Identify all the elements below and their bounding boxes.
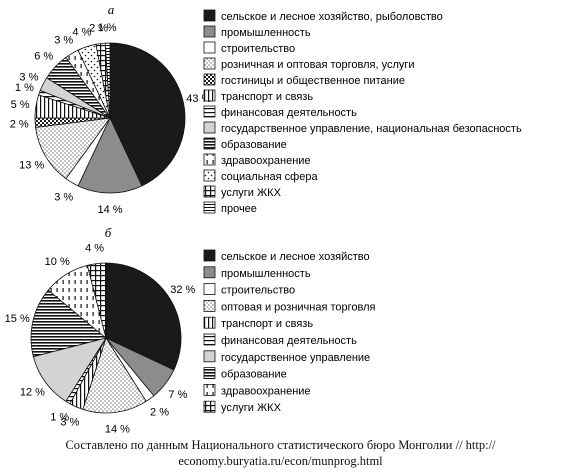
legend-label: гостиницы и общественное питание: [221, 75, 405, 87]
pie-chart-b: 32 % 7 % 2 % 14 % 3 %1 % 12 % 15 % 10 % 4 %: [5, 243, 196, 436]
legend-swatch: [203, 73, 216, 86]
panel-a-letter: а: [108, 2, 115, 17]
legend-label: розничная и оптовая торговля, услуги: [221, 59, 415, 71]
source-caption-line-1: Составлено по данным Национального стати…: [65, 438, 496, 452]
legend-label: оптовая и розничная торговля: [221, 301, 376, 313]
slice-percent-label: 12 %: [20, 387, 45, 399]
slice-percent-label: 7 %: [168, 389, 187, 401]
legend-label: прочее: [221, 203, 257, 215]
legend-swatch: [203, 249, 216, 262]
slice-percent-label: 1 %: [15, 82, 34, 94]
legend-swatch: [203, 350, 216, 363]
legend-label: государственное управление, национальная…: [221, 123, 522, 135]
legend-swatch: [203, 105, 216, 118]
legend-swatch: [203, 25, 216, 38]
legend-label: услуги ЖКХ: [221, 402, 282, 414]
slice-percent-label: 2 %: [150, 407, 169, 419]
legend-label: промышленность: [221, 268, 311, 280]
legend-label: строительство: [221, 285, 295, 297]
pie-slice: [35, 117, 111, 180]
slice-percent-label: 3 %: [54, 35, 73, 47]
legend-swatch: [203, 89, 216, 102]
slice-percent-label: 4 %: [85, 243, 104, 255]
pie-slice: [30, 289, 107, 358]
legend-swatch: [203, 266, 216, 279]
legend-b: сельское и лесное хозяйство промышленност…: [203, 249, 376, 414]
slice-percent-label: 10 %: [45, 256, 70, 268]
legend-swatch: [203, 201, 216, 214]
legend-swatch: [203, 153, 216, 166]
legend-label: финансовая деятельность: [221, 107, 357, 119]
legend-swatch: [203, 121, 216, 134]
legend-label: государственное управление: [221, 352, 370, 364]
legend-swatch: [203, 57, 216, 70]
pie-slice: [105, 262, 182, 371]
slice-percent-label: 3 %: [60, 417, 79, 429]
slice-percent-label: 3 %: [19, 72, 38, 84]
legend-label: услуги ЖКХ: [221, 187, 282, 199]
slice-percent-label: 1 %: [98, 22, 117, 34]
legend-label: сельское и лесное хозяйство: [221, 251, 370, 263]
legend-swatch: [203, 333, 216, 346]
legend-label: транспорт и связь: [221, 318, 313, 330]
legend-swatch: [203, 41, 216, 54]
slice-percent-label: 5 %: [11, 99, 30, 111]
legend-label: здравоохранение: [221, 155, 311, 167]
pie-slice: [109, 42, 186, 187]
legend-label: промышленность: [221, 27, 311, 39]
pie-slice: [77, 117, 143, 194]
panel-b-letter: б: [105, 225, 112, 240]
pie-slice: [82, 337, 147, 414]
slice-percent-label: 3 %: [54, 191, 73, 203]
legend-swatch: [203, 185, 216, 198]
legend-swatch: [203, 137, 216, 150]
slice-percent-label: 2 %: [10, 119, 29, 131]
legend-swatch: [203, 299, 216, 312]
legend-label: строительство: [221, 43, 295, 55]
legend-swatch: [203, 169, 216, 182]
legend-swatch: [203, 383, 216, 396]
legend-label: образование: [221, 139, 287, 151]
legend-swatch: [203, 316, 216, 329]
legend-swatch: [203, 367, 216, 380]
pie-slice: [104, 42, 111, 119]
slice-percent-label: 6 %: [34, 51, 53, 63]
legend-swatch: [203, 9, 216, 22]
legend-label: здравоохранение: [221, 385, 311, 397]
legend-label: сельское и лесное хозяйство, рыболовство: [221, 11, 443, 23]
slice-percent-label: 2 %: [89, 23, 108, 35]
legend-a: сельское и лесное хозяйство, рыболовство…: [203, 9, 522, 215]
legend-swatch: [203, 400, 216, 413]
legend-label: финансовая деятельность: [221, 335, 357, 347]
pie-chart-a: 43 %14 %3 %13 %2 %5 %1 %3 %6 %3 %4 %2 %1…: [10, 22, 212, 216]
slice-percent-label: 14 %: [97, 204, 122, 216]
slice-percent-label: 1 %: [50, 411, 69, 423]
slice-percent-label: 4 %: [72, 27, 91, 39]
legend-swatch: [203, 283, 216, 296]
legend-label: образование: [221, 369, 287, 381]
source-caption-line-2: economy.buryatia.ru/econ/munprog.html: [178, 454, 383, 468]
slice-percent-label: 15 %: [5, 313, 30, 325]
slice-percent-label: 32 %: [170, 284, 195, 296]
pie-slice: [86, 262, 107, 339]
slice-percent-label: 14 %: [105, 423, 130, 435]
legend-label: транспорт и связь: [221, 91, 313, 103]
slice-percent-label: 13 %: [19, 159, 44, 171]
legend-label: социальная сфера: [221, 171, 318, 183]
